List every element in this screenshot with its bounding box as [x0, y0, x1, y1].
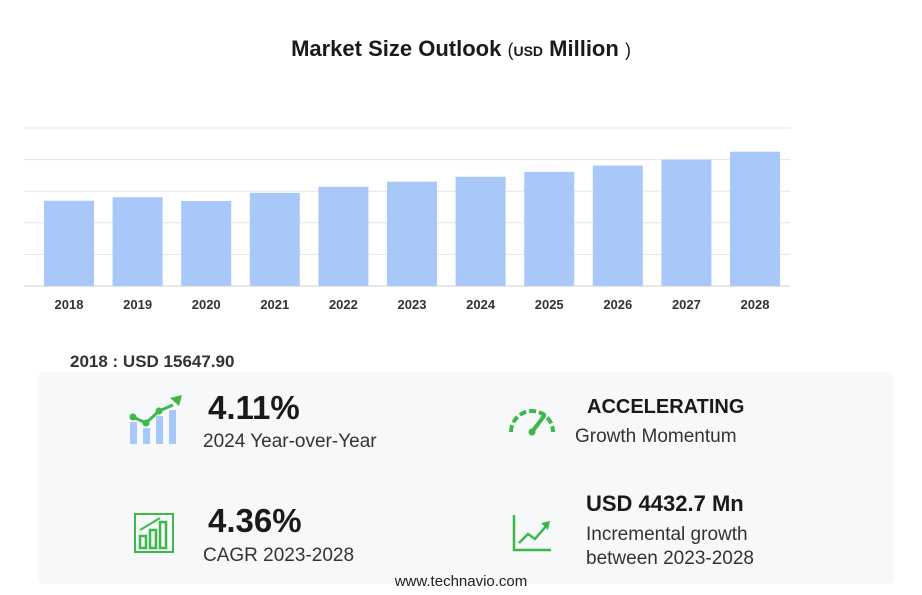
- bar-2021: [249, 192, 300, 286]
- x-tick-label-2022: 2022: [329, 297, 358, 312]
- base-year-value: 2018 : USD 15647.90: [70, 352, 235, 371]
- x-tick-label-2026: 2026: [603, 297, 632, 312]
- x-tick-label-2019: 2019: [123, 297, 152, 312]
- x-axis-labels: 2018 2019 2020 2021 2022 2023 2024 2025 2026 2027…: [55, 297, 770, 312]
- x-tick-label-2025: 2025: [535, 297, 564, 312]
- yoy-label: 2024 Year-over-Year: [203, 431, 377, 452]
- bar-2018: [44, 200, 94, 286]
- metrics-panel: [38, 372, 894, 584]
- incremental-label-line1: Incremental growth: [586, 524, 748, 545]
- momentum-label: Growth Momentum: [575, 426, 737, 447]
- cagr-value: 4.36%: [208, 502, 302, 539]
- bar-2019: [112, 197, 163, 286]
- trend-line-icon: [512, 515, 551, 552]
- bar-2025: [524, 171, 575, 286]
- bar-chart-icon: [134, 513, 174, 553]
- chart-title-main: Market Size Outlook: [291, 36, 502, 61]
- x-tick-label-2027: 2027: [672, 297, 701, 312]
- cagr-label: CAGR 2023-2028: [203, 545, 355, 566]
- x-tick-label-2024: 2024: [466, 297, 496, 312]
- yoy-value: 4.11%: [208, 389, 300, 426]
- title-open-paren: (: [507, 40, 514, 60]
- bar-2023: [387, 181, 437, 286]
- momentum-value: ACCELERATING: [587, 396, 745, 418]
- x-tick-label-2018: 2018: [55, 297, 84, 312]
- bar-chart: 2018 2019 2020 2021 2022 2023 2024 2025 2026 2027…: [24, 127, 790, 312]
- x-tick-label-2023: 2023: [398, 297, 427, 312]
- bar-2026: [592, 165, 643, 286]
- title-close-paren: ): [624, 40, 631, 60]
- chart-title: Market Size Outlook (USD Million ): [0, 36, 922, 62]
- title-unit-suffix: Million: [549, 36, 619, 61]
- bar-2022: [318, 186, 369, 286]
- x-tick-label-2020: 2020: [192, 297, 221, 312]
- x-tick-label-2028: 2028: [741, 297, 770, 312]
- x-tick-label-2021: 2021: [260, 297, 289, 312]
- bar-2027: [661, 159, 712, 286]
- title-unit: USD: [513, 43, 544, 59]
- incremental-label-line2: between 2023-2028: [586, 548, 754, 569]
- bar-2020: [181, 201, 232, 286]
- chart-bars: [44, 151, 780, 286]
- bar-2028: [730, 151, 780, 286]
- incremental-value: USD 4432.7 Mn: [586, 491, 744, 516]
- bar-2024: [455, 176, 506, 286]
- footer-source: www.technavio.com: [394, 573, 528, 590]
- speedometer-icon: [509, 409, 555, 436]
- bar-growth-icon: [129, 395, 182, 444]
